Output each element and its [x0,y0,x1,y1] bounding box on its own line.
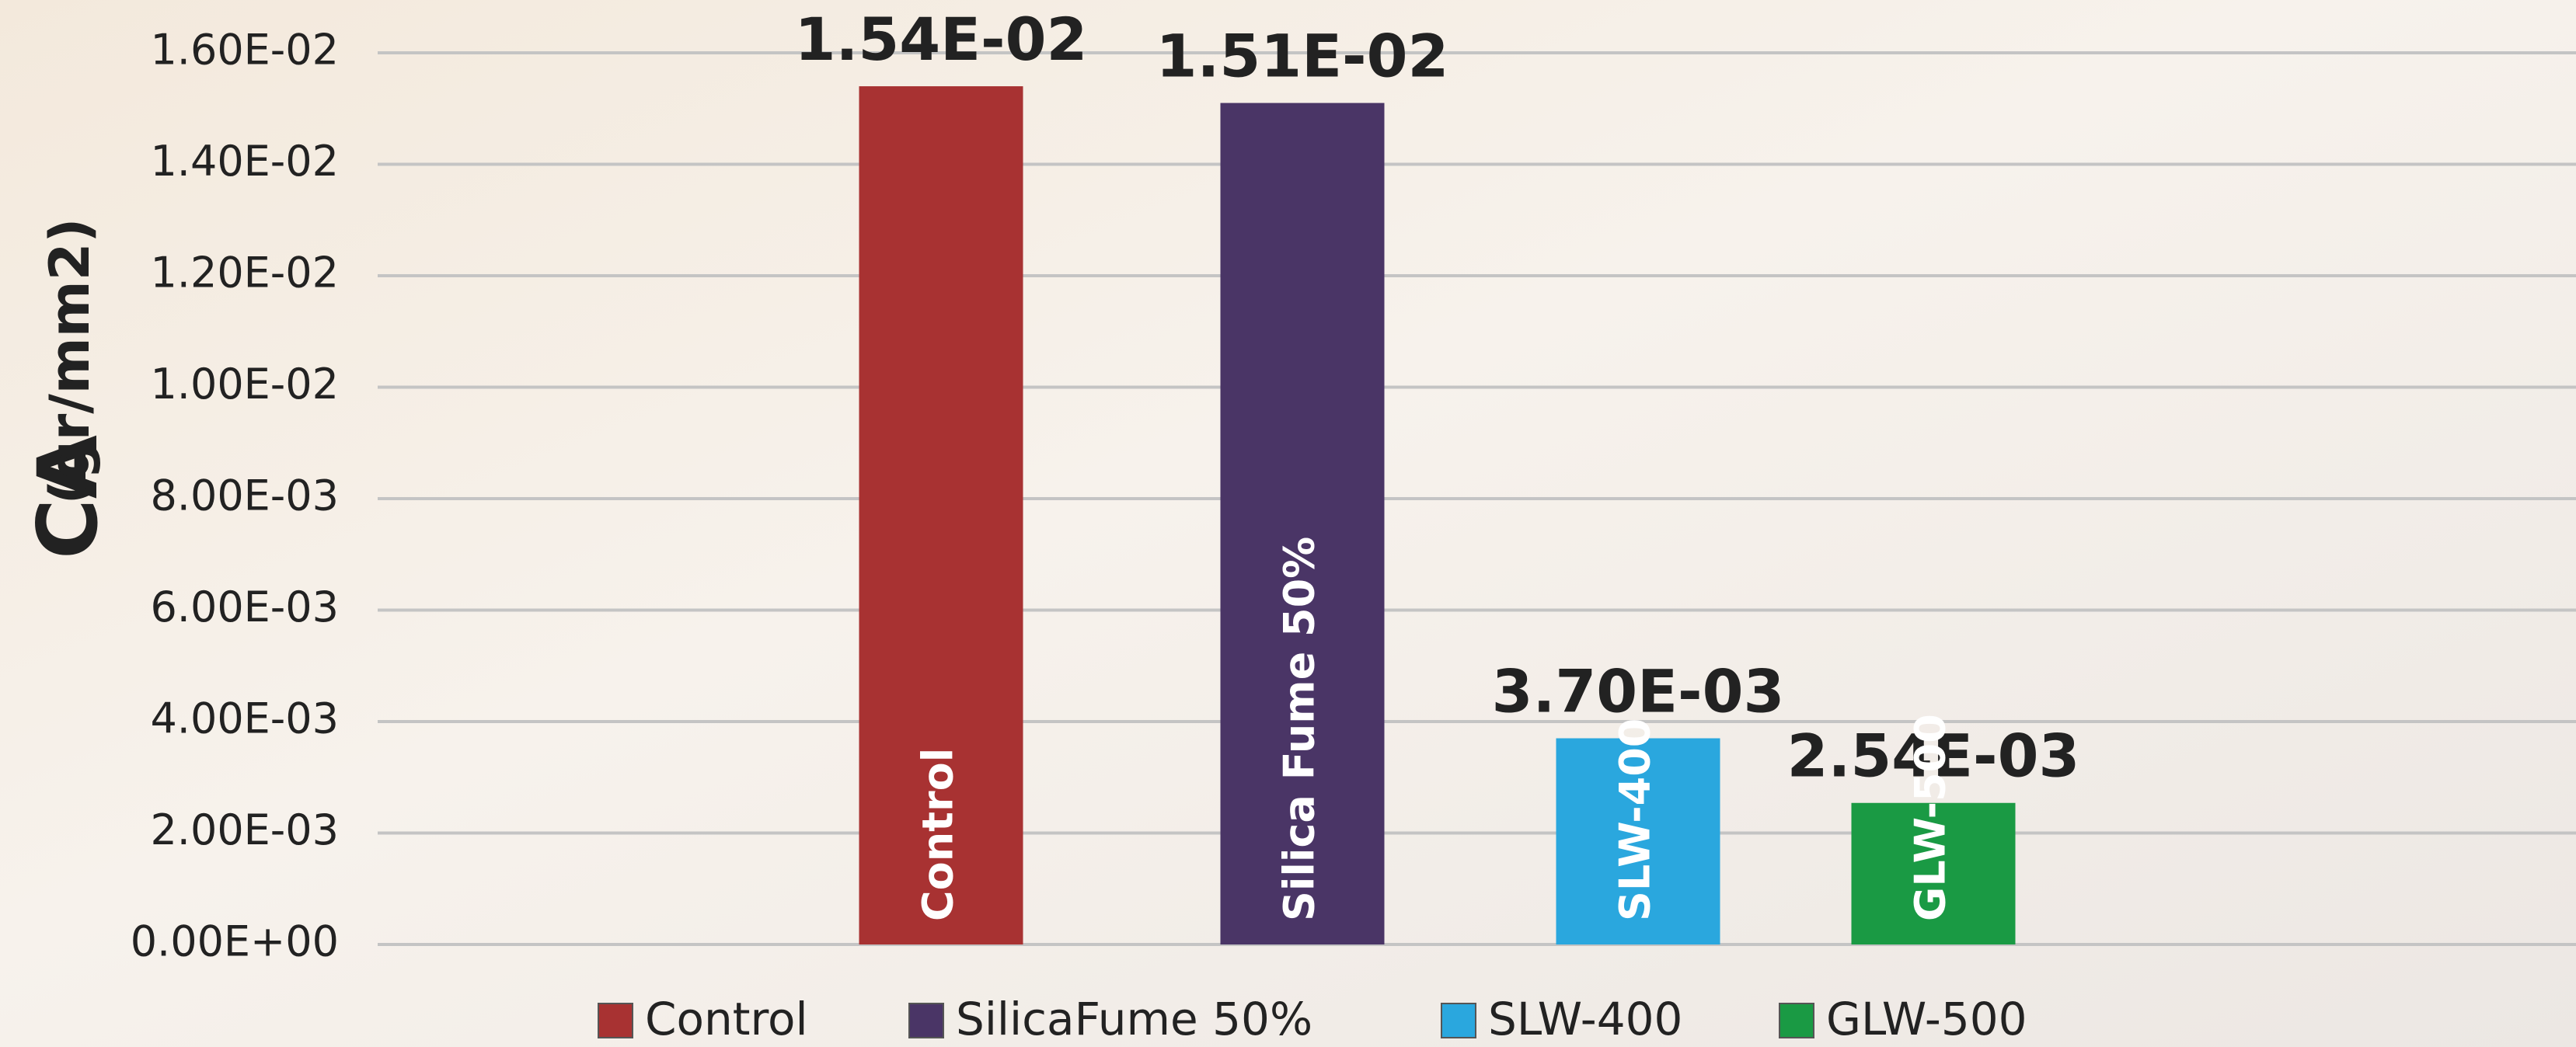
bar-category-label: Control [914,748,963,921]
legend-label: SilicaFume 50% [956,993,1312,1045]
bar-category-label: SLW-400 [1611,718,1660,921]
legend-label: SLW-400 [1488,993,1682,1045]
legend-swatch [909,1004,943,1038]
y-tick-label: 1.40E-02 [150,137,339,186]
legend-label: Control [645,993,808,1045]
bar-category-label: GLW-500 [1906,714,1955,921]
value-label: 1.51E-02 [1156,22,1449,91]
y-tick-label: 1.60E-02 [150,26,339,75]
chart: CA (gr/mm2) 0.00E+002.00E-034.00E-036.00… [0,0,2576,1047]
legend-label: GLW-500 [1826,993,2027,1045]
y-axis-unit: (gr/mm2) [38,218,102,505]
legend-swatch [598,1004,633,1038]
y-tick-label: 8.00E-03 [150,471,339,520]
y-tick-label: 1.20E-02 [150,249,339,297]
y-tick-label: 4.00E-03 [150,694,339,743]
legend-swatch [1441,1004,1476,1038]
bar-category-label: Silica Fume 50% [1275,537,1324,921]
y-tick-label: 6.00E-03 [150,583,339,631]
legend-swatch [1779,1004,1814,1038]
y-tick-label: 0.00E+00 [131,917,339,966]
y-tick-label: 1.00E-02 [150,360,339,409]
value-label: 3.70E-03 [1492,657,1785,726]
y-tick-label: 2.00E-03 [150,805,339,854]
value-label: 1.54E-02 [795,5,1088,74]
